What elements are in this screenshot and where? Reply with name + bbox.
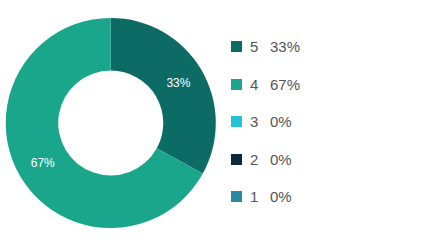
html-text:0%: 0% — [270, 188, 292, 206]
svg-text:67%: 67% — [31, 156, 55, 170]
html-text:0%: 0% — [270, 150, 292, 168]
html-text:2: 2 — [250, 150, 259, 168]
html-text:1: 1 — [250, 188, 259, 206]
svg-text:33%: 33% — [166, 76, 190, 90]
html-text:5: 5 — [250, 38, 259, 56]
html-text:67%: 67% — [270, 75, 300, 93]
html-text:4: 4 — [250, 75, 259, 93]
html-text:33%: 33% — [270, 38, 300, 56]
html-text:0%: 0% — [270, 113, 292, 131]
html-text:3: 3 — [250, 113, 259, 131]
